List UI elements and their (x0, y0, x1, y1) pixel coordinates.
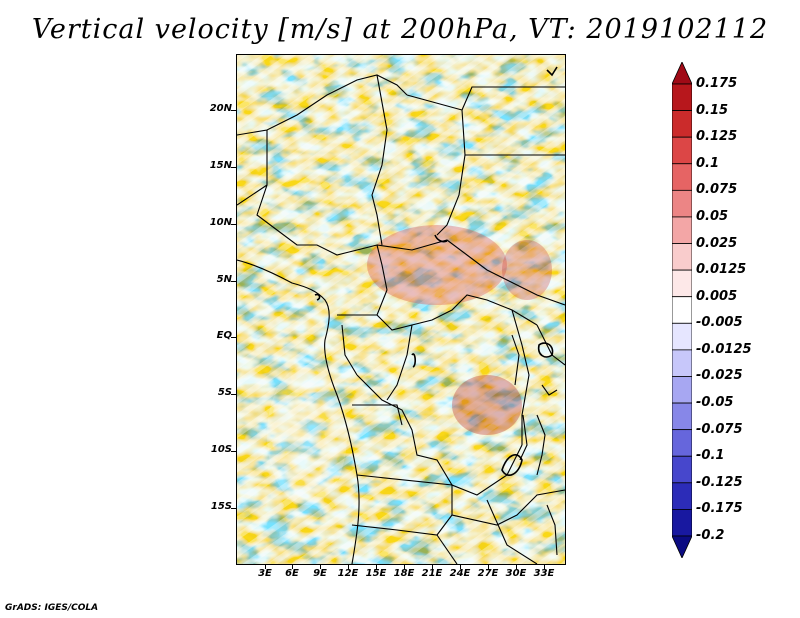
colorbar-label: -0.125 (696, 474, 743, 490)
grads-credit: GrADS: IGES/COLA (5, 603, 99, 613)
colorbar-cell (672, 402, 692, 431)
colorbar-label: 0.025 (696, 235, 738, 251)
lon-label: 33E (533, 568, 555, 579)
colorbar-cell (672, 163, 692, 191)
velocity-field (237, 55, 565, 564)
map-title: Vertical velocity [m/s] at 200hPa, VT: 2… (31, 14, 769, 45)
lat-label: 10S (210, 444, 232, 455)
lat-label: 10N (209, 217, 232, 228)
colorbar-cell (672, 535, 692, 558)
map-panel[interactable] (236, 54, 566, 565)
colorbar-cell (672, 243, 692, 271)
colorbar-cell (672, 349, 692, 377)
lon-label: 9E (313, 568, 327, 579)
colorbar-label: -0.025 (696, 368, 743, 384)
colorbar-cell (672, 189, 692, 218)
colorbar-cell (672, 482, 692, 510)
colorbar-cell (672, 110, 692, 138)
lon-label: 18E (393, 568, 415, 579)
colorbar-cell (672, 136, 692, 165)
colorbar-label: -0.05 (696, 395, 734, 411)
lon-label: 30E (505, 568, 527, 579)
colorbar-cell (672, 376, 692, 404)
colorbar-label: -0.1 (696, 448, 725, 464)
colorbar-cells (672, 62, 692, 558)
colorbar-label: -0.175 (696, 501, 743, 517)
country-borders (237, 74, 565, 564)
colorbar-cell (672, 429, 692, 457)
colorbar-cell (672, 216, 692, 244)
lon-label: 3E (258, 568, 272, 579)
colorbar-cell (672, 269, 692, 298)
lon-label: 27E (477, 568, 499, 579)
lat-label: 5S (217, 387, 232, 398)
colorbar-label: 0.0125 (696, 262, 747, 278)
colorbar-cell (672, 62, 692, 85)
lat-label: 15S (210, 501, 232, 512)
colorbar-cell (672, 455, 692, 484)
colorbar-label: -0.0125 (696, 341, 752, 357)
colorbar-label: -0.2 (696, 528, 725, 543)
lon-label: 12E (337, 568, 359, 579)
lakes (314, 66, 558, 476)
colorbar-label: 0.005 (696, 288, 738, 304)
colorbar (672, 62, 692, 558)
colorbar-cell (672, 296, 692, 324)
colorbar-label: 0.1 (696, 155, 720, 171)
lon-label: 15E (365, 568, 387, 579)
colorbar-label: 0.075 (696, 182, 738, 198)
lat-label: EQ (216, 330, 232, 341)
lon-label: 6E (285, 568, 299, 579)
colorbar-cell (672, 83, 692, 111)
colorbar-label: 0.05 (696, 208, 729, 224)
lon-label: 24E (449, 568, 471, 579)
lat-label: 15N (209, 160, 232, 171)
lat-label: 5N (216, 274, 232, 285)
lon-label: 21E (421, 568, 443, 579)
colorbar-label: -0.075 (696, 421, 743, 437)
colorbar-label: -0.005 (696, 315, 743, 331)
colorbar-label: 0.125 (696, 129, 738, 145)
colorbar-label: 0.15 (696, 102, 729, 118)
colorbar-cell (672, 509, 692, 537)
lat-label: 20N (209, 103, 232, 114)
colorbar-cell (672, 322, 692, 351)
colorbar-label: 0.175 (696, 76, 738, 91)
